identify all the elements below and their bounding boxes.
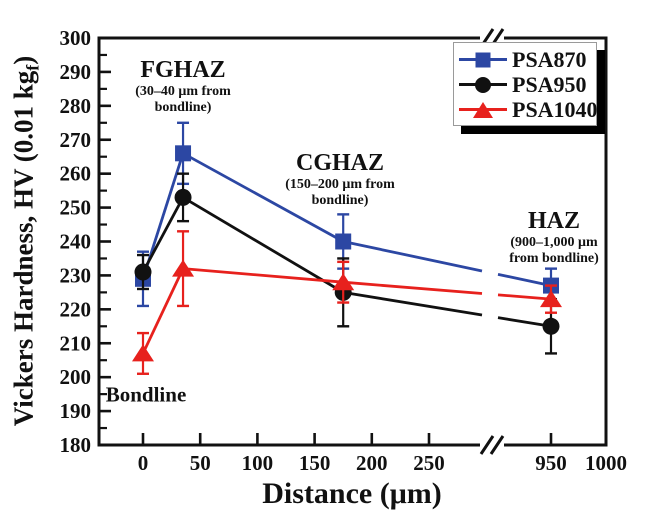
y-axis-ticks: 180 190 200 210 220 230 240 250 260 270 280 290 300 (60, 26, 111, 457)
svg-text:1000: 1000 (585, 451, 627, 475)
circle-marker-icon (458, 74, 508, 96)
annotation-cghaz-line1: (150–200 μm from (285, 176, 395, 192)
svg-text:220: 220 (60, 297, 92, 321)
svg-text:260: 260 (60, 162, 92, 186)
svg-text:280: 280 (60, 94, 92, 118)
bondline-label: Bondline (105, 382, 187, 407)
svg-text:200: 200 (356, 451, 388, 475)
svg-text:200: 200 (60, 365, 92, 389)
square-marker-icon (458, 49, 508, 71)
axis-break-marks (479, 28, 505, 455)
annotation-fghaz-title: FGHAZ (140, 56, 226, 83)
annotation-cghaz: CGHAZ (150–200 μm from bondline) (285, 150, 395, 208)
legend: PSA870 PSA950 PSA1040 (453, 42, 598, 126)
svg-text:100: 100 (242, 451, 274, 475)
svg-text:250: 250 (60, 196, 92, 220)
annotation-haz-line2: from bondline) (509, 250, 599, 266)
legend-label-psa950: PSA950 (512, 71, 587, 97)
series-PSA1040 (132, 230, 562, 375)
svg-text:0: 0 (138, 451, 149, 475)
y-axis-title-suffix: ) (8, 55, 39, 65)
svg-text:300: 300 (60, 26, 92, 50)
series-PSA950 (134, 172, 560, 355)
svg-text:190: 190 (60, 399, 92, 423)
annotation-haz-title: HAZ (527, 207, 580, 234)
annotation-haz-line1: (900–1,000 μm (510, 234, 598, 250)
plot-frame (97, 36, 608, 447)
svg-text:180: 180 (60, 433, 92, 457)
svg-text:230: 230 (60, 263, 92, 287)
svg-text:210: 210 (60, 331, 92, 355)
svg-text:240: 240 (60, 230, 92, 254)
legend-item-psa1040: PSA1040 (458, 97, 598, 122)
triangle-marker-icon (458, 99, 508, 121)
svg-text:50: 50 (190, 451, 211, 475)
x-axis-title: Distance (μm) (262, 477, 442, 510)
legend-item-psa870: PSA870 (458, 47, 594, 72)
legend-item-psa950: PSA950 (458, 72, 594, 97)
annotation-fghaz-line1: (30–40 μm from (135, 83, 231, 99)
annotation-fghaz: FGHAZ (30–40 μm from bondline) (135, 57, 231, 115)
annotation-cghaz-title: CGHAZ (295, 149, 385, 176)
y-axis-title-text: Vickers Hardness, HV (0.01 kg (8, 70, 39, 427)
annotation-haz: HAZ (900–1,000 μm from bondline) (509, 208, 599, 266)
svg-text:150: 150 (299, 451, 331, 475)
svg-text:950: 950 (535, 451, 567, 475)
y-axis-title: Vickers Hardness, HV (0.01 kgf) (8, 56, 43, 427)
svg-text:290: 290 (60, 60, 92, 84)
annotation-cghaz-line2: bondline) (311, 192, 369, 208)
annotation-fghaz-line2: bondline) (154, 99, 212, 115)
svg-text:250: 250 (413, 451, 445, 475)
legend-label-psa870: PSA870 (512, 46, 587, 72)
svg-text:270: 270 (60, 128, 92, 152)
x-axis-ticks: 0 50 100 150 200 250 950 1000 (138, 433, 627, 475)
y-axis-title-subscript: f (22, 64, 43, 71)
legend-label-psa1040: PSA1040 (512, 96, 598, 122)
